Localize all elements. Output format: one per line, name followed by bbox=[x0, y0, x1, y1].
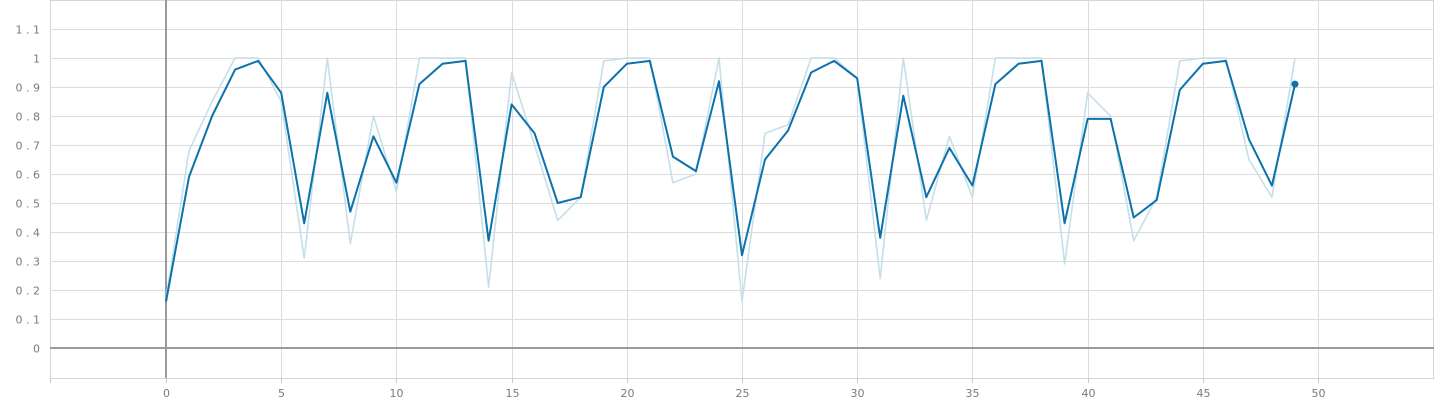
y-tick-label: 0 . 4 bbox=[16, 227, 41, 240]
x-tick-label: 5 bbox=[278, 387, 285, 400]
y-tick-label: 1 bbox=[33, 53, 40, 66]
x-tick-label: 25 bbox=[736, 387, 750, 400]
y-tick-label: 0 . 2 bbox=[16, 285, 41, 298]
y-tick-label: 0 . 6 bbox=[16, 169, 41, 182]
axis-layer bbox=[50, 0, 1434, 383]
smoothed-series-line bbox=[165, 59, 1296, 302]
x-tick-label: 0 bbox=[163, 387, 170, 400]
tick-label-layer: 0 0 . 1 0 . 2 0 . 3 0 . 4 0 . 5 0 . 6 0 . 7 0 . … bbox=[16, 24, 1326, 400]
x-tick-label: 30 bbox=[851, 387, 865, 400]
x-tick-label: 35 bbox=[966, 387, 980, 400]
series-layer bbox=[165, 57, 1299, 303]
raw-series-line bbox=[165, 57, 1296, 303]
y-tick-label: 0 bbox=[33, 343, 40, 356]
series-endpoint-marker bbox=[1291, 80, 1299, 88]
x-tick-label: 40 bbox=[1082, 387, 1096, 400]
x-tick-label: 45 bbox=[1197, 387, 1211, 400]
x-tick-label: 20 bbox=[621, 387, 635, 400]
y-tick-label: 0 . 5 bbox=[16, 198, 41, 211]
x-tick-label: 15 bbox=[506, 387, 520, 400]
y-tick-label: 0 . 3 bbox=[16, 256, 41, 269]
y-tick-label: 0 . 8 bbox=[16, 111, 41, 124]
y-tick-label: 0 . 1 bbox=[16, 314, 41, 327]
y-tick-label: 1 . 1 bbox=[16, 24, 41, 37]
x-tick-label: 50 bbox=[1312, 387, 1326, 400]
grid-layer bbox=[50, 0, 1434, 379]
x-tick-label: 10 bbox=[390, 387, 404, 400]
y-tick-label: 0 . 9 bbox=[16, 82, 41, 95]
y-tick-label: 0 . 7 bbox=[16, 140, 41, 153]
